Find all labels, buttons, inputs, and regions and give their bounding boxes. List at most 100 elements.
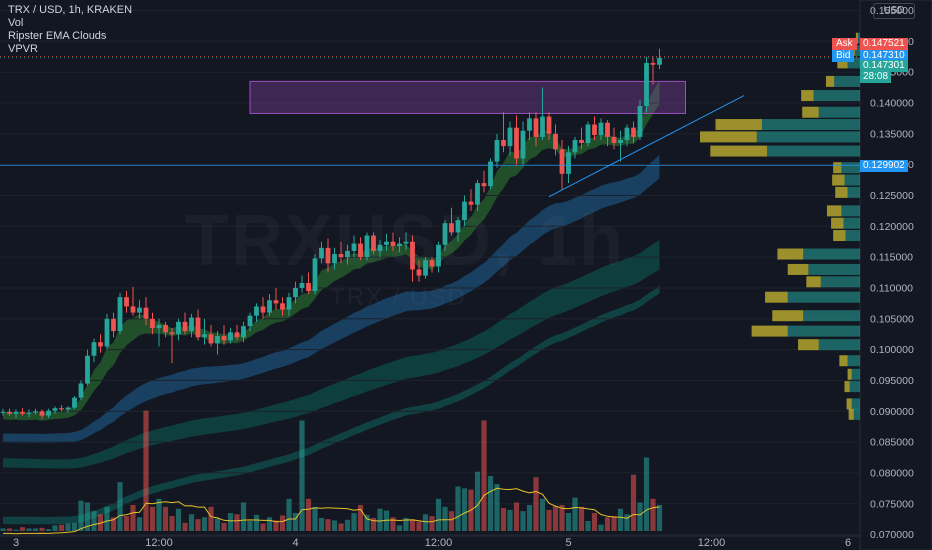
volume-bar <box>455 486 461 531</box>
volume-bar <box>195 519 201 531</box>
candle-body <box>169 332 175 335</box>
legend-indicator-vol[interactable]: Vol <box>8 17 24 29</box>
volume-bar <box>435 498 442 531</box>
supply-zone-rect <box>249 80 686 114</box>
volume-bar <box>0 528 6 531</box>
price-tick-label: 0.085000 <box>870 437 914 449</box>
candle-body <box>527 118 532 131</box>
volume-bar <box>214 518 221 531</box>
candle-body <box>332 254 337 264</box>
candle-body <box>514 127 519 159</box>
vpvr-bar-up <box>813 90 860 102</box>
candle-body <box>462 201 467 221</box>
volume-bar <box>266 517 273 531</box>
candle-body <box>208 334 214 344</box>
price-tick-label: 0.080000 <box>870 467 914 479</box>
vpvr-bar-up <box>787 291 860 303</box>
candle-body <box>78 383 84 398</box>
volume-bar <box>240 502 247 531</box>
volume-bar <box>58 524 65 531</box>
candle-body <box>130 306 136 313</box>
volume-bar <box>318 517 325 531</box>
bid-label: Bid <box>832 50 855 62</box>
candle-body <box>150 318 155 329</box>
candle-body <box>384 241 389 245</box>
price-tick-label: 0.135000 <box>870 128 914 140</box>
price-tick-label: 0.140000 <box>870 97 914 109</box>
candle-body <box>423 260 428 276</box>
vpvr-bar-down <box>833 230 846 242</box>
vpvr-bar-up <box>849 381 860 393</box>
legend-indicator-ema-clouds[interactable]: Ripster EMA Clouds <box>8 30 107 42</box>
candle-body <box>624 127 630 140</box>
volume-bar <box>188 514 195 531</box>
vpvr-bar-up <box>843 217 860 229</box>
candle-body <box>585 124 591 144</box>
vpvr-bar-down <box>826 205 842 217</box>
candle-body <box>345 250 350 258</box>
volume-bar <box>422 514 429 531</box>
volume-bar <box>403 517 409 531</box>
ask-label: Ask <box>832 38 857 50</box>
vpvr-bar-down <box>846 398 852 410</box>
time-tick-label: 3 <box>13 537 19 549</box>
candle-body <box>481 183 487 187</box>
volume-bar <box>559 504 565 531</box>
legend-symbol[interactable]: TRX / USD, 1h, KRAKEN <box>8 4 133 16</box>
candle-body <box>579 139 584 144</box>
vpvr-bar-up <box>834 75 860 87</box>
volume-bar <box>39 527 45 531</box>
price-tick-label: 0.105000 <box>870 313 914 325</box>
volume-bar <box>565 513 572 531</box>
last-price-tag: 0.147301 <box>860 60 908 72</box>
volume-bar <box>156 498 162 531</box>
candle-body <box>657 57 662 65</box>
vpvr-bar-down <box>801 90 814 102</box>
candle-body <box>65 407 71 410</box>
volume-bar <box>234 514 240 531</box>
volume-bar <box>364 514 370 531</box>
candle-body <box>637 106 643 137</box>
vpvr-bar-up <box>761 119 860 131</box>
vpvr-bar-up <box>853 408 860 420</box>
candle-body <box>0 411 6 413</box>
candle-body <box>52 408 58 411</box>
vpvr-bar-up <box>847 355 860 367</box>
candle-body <box>33 411 38 413</box>
vpvr-bar-up <box>820 276 860 288</box>
candle-body <box>403 241 409 244</box>
volume-bar <box>390 517 396 531</box>
vpvr-bar-down <box>831 217 844 229</box>
vpvr-bar-down <box>855 32 858 44</box>
legend-indicator-vpvr[interactable]: VPVR <box>8 43 38 55</box>
candle-body <box>247 315 253 327</box>
candle-body <box>91 342 97 356</box>
volume-bar <box>247 521 253 531</box>
candle-body <box>299 283 305 288</box>
price-tick-label: 0.115000 <box>870 252 913 264</box>
candle-body <box>137 307 142 313</box>
candle-body <box>20 411 25 414</box>
volume-bar <box>630 474 637 531</box>
price-tick-label: 0.155000 <box>870 5 914 17</box>
vpvr-bar-up <box>844 174 860 186</box>
vpvr-bar-up <box>857 32 860 44</box>
volume-bar <box>123 516 130 531</box>
vpvr-bar-down <box>798 339 819 351</box>
candle-body <box>650 62 656 65</box>
vpvr-bar-down <box>833 162 842 174</box>
candle-body <box>371 235 376 251</box>
volume-bar <box>409 519 416 531</box>
candle-body <box>46 410 51 416</box>
candle-body <box>397 243 402 247</box>
volume-bar <box>650 498 656 531</box>
volume-bar <box>221 522 227 531</box>
currency-button[interactable]: USD <box>873 3 915 19</box>
volume-bar <box>598 524 604 531</box>
vpvr-bar-down <box>835 186 848 198</box>
price-axis <box>859 0 932 550</box>
candle-body <box>260 306 266 313</box>
candle-body <box>377 244 383 251</box>
candle-body <box>436 244 441 267</box>
vpvr-bar-down <box>772 310 804 322</box>
